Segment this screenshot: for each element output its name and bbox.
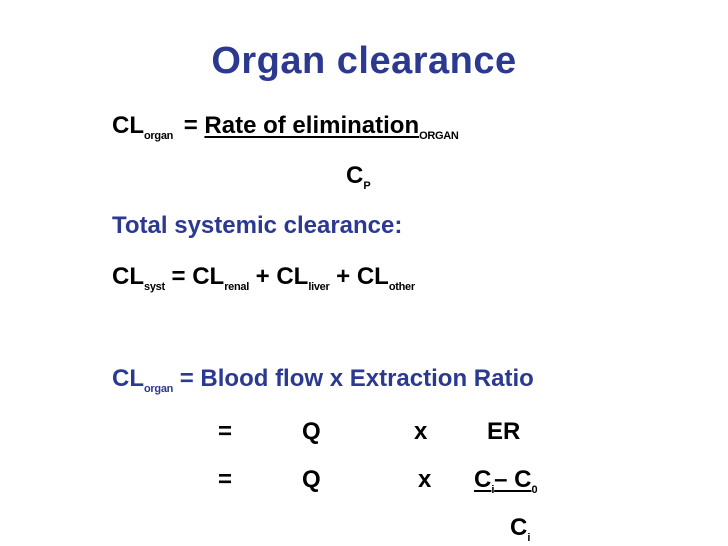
denominator: CP xyxy=(346,162,371,192)
eq5-equals: = xyxy=(218,466,233,493)
equals-sign: = xyxy=(183,112,198,139)
renal-subscript: renal xyxy=(224,281,249,293)
other-subscript: other xyxy=(388,281,415,293)
eq5-numerator: Ci– C0 xyxy=(474,466,538,496)
total-systemic-heading: Total systemic clearance: xyxy=(112,212,403,239)
organ-clearance-equation: CLorgan = Rate of eliminationORGAN xyxy=(112,112,459,142)
organ-subscript: organ xyxy=(144,383,174,395)
eq5-denominator: Ci xyxy=(510,514,531,544)
cl-symbol: CL xyxy=(112,263,144,290)
blood-flow-rhs: = Blood flow x Extraction Ratio xyxy=(179,365,534,392)
eq5-q: Q xyxy=(302,466,321,493)
cl-symbol: CL xyxy=(356,263,389,290)
equals-sign: = xyxy=(171,263,186,290)
systemic-clearance-equation: CLsyst = CLrenal + CLliver + CLother xyxy=(112,263,415,293)
liver-subscript: liver xyxy=(308,281,330,293)
denominator-subscript: P xyxy=(363,180,371,192)
slide-title: Organ clearance xyxy=(211,40,517,82)
organ-subscript: organ xyxy=(144,130,174,142)
numerator-underlined: Ci– C0 xyxy=(474,466,538,496)
eq4-er: ER xyxy=(487,418,521,445)
zero-subscript: 0 xyxy=(531,484,538,496)
numerator-subscript: ORGAN xyxy=(419,130,459,142)
numerator: Rate of eliminationORGAN xyxy=(204,112,459,142)
eq4-x: x xyxy=(414,418,428,445)
syst-subscript: syst xyxy=(144,281,165,293)
c-symbol: C xyxy=(474,466,492,493)
cl-symbol: CL xyxy=(112,112,144,139)
cl-symbol: CL xyxy=(192,263,225,290)
cl-symbol: CL xyxy=(112,365,144,392)
numerator-text: Rate of elimination xyxy=(204,112,420,139)
cl-symbol: CL xyxy=(276,263,309,290)
minus-c: – C xyxy=(494,466,532,493)
plus-sign: + xyxy=(255,263,270,290)
c-symbol: C xyxy=(510,514,528,541)
eq5-x: x xyxy=(418,466,432,493)
plus-sign: + xyxy=(336,263,351,290)
i-subscript: i xyxy=(527,532,531,544)
eq4-q: Q xyxy=(302,418,321,445)
blood-flow-equation: CLorgan = Blood flow x Extraction Ratio xyxy=(112,365,534,395)
eq4-equals: = xyxy=(218,418,233,445)
i-subscript: i xyxy=(491,484,495,496)
denominator-text: C xyxy=(346,162,364,189)
